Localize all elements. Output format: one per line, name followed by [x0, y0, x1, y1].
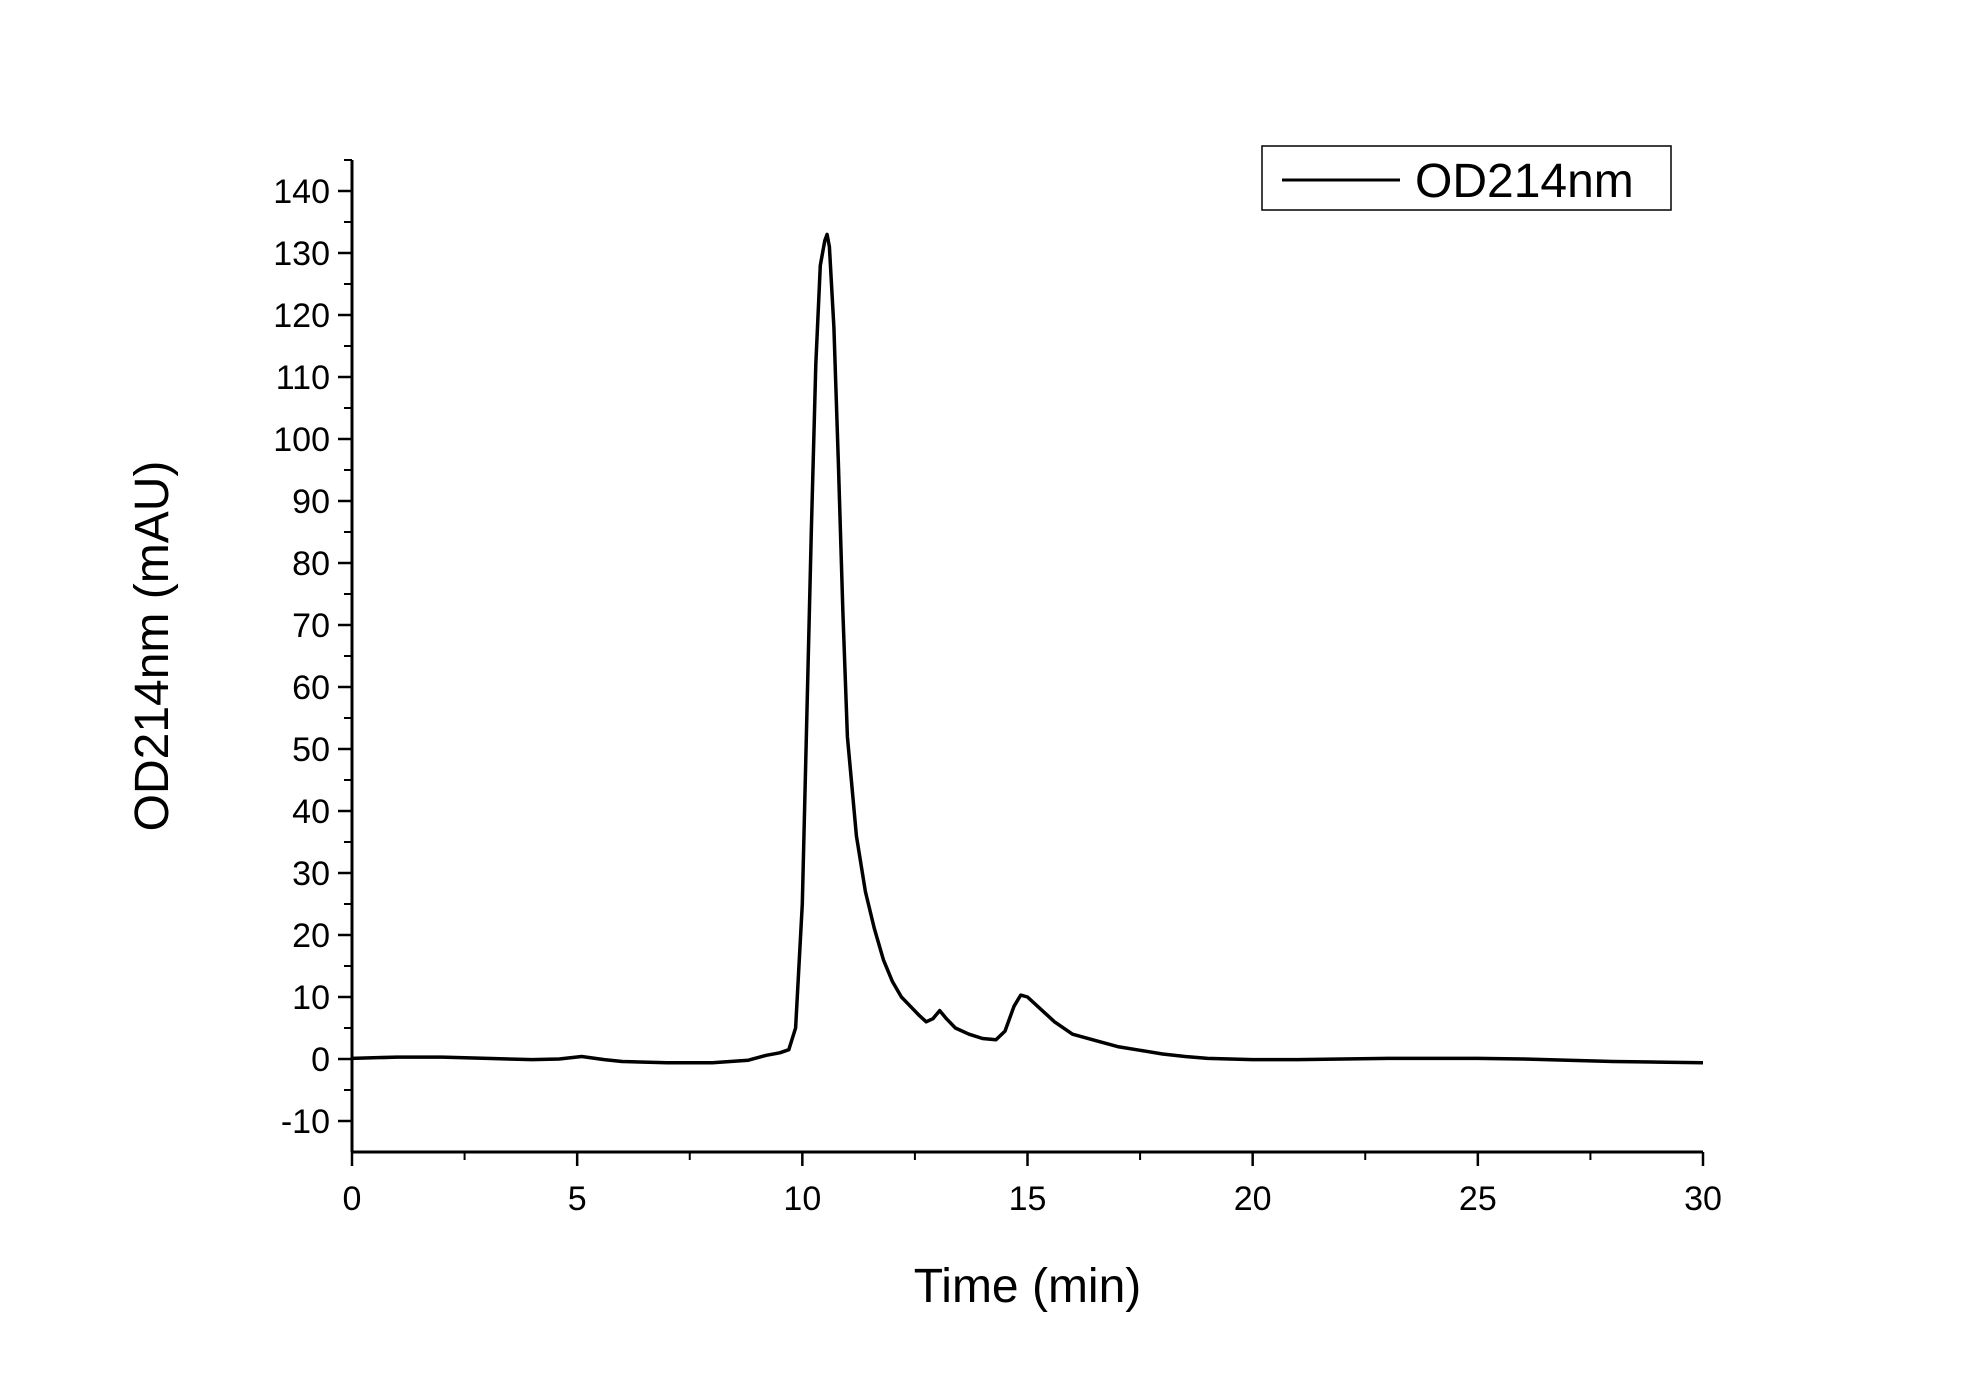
y-tick-label: 120: [273, 297, 330, 335]
y-tick-label: -10: [281, 1103, 330, 1141]
x-tick-label: 10: [783, 1180, 821, 1218]
y-tick-label: 60: [292, 669, 330, 707]
x-tick-label: 5: [568, 1180, 587, 1218]
x-tick-label: 15: [1009, 1180, 1047, 1218]
legend-box: [1261, 145, 1672, 211]
y-tick-label: 110: [276, 359, 330, 397]
series-layer: [351, 232, 1704, 1065]
y-tick-label: 40: [292, 793, 330, 831]
y-tick-label: 100: [273, 421, 330, 459]
plot-axes: [350, 160, 1703, 1154]
legend: OD214nm: [1261, 145, 1672, 211]
y-tick-label: 50: [292, 731, 330, 769]
y-tick-label: 0: [311, 1041, 330, 1079]
y-tick-label: 140: [273, 173, 330, 211]
y-tick-label: 30: [292, 855, 330, 893]
y-tick-label: 80: [292, 545, 330, 583]
x-tick-label: 25: [1459, 1180, 1497, 1218]
y-tick-label: 70: [292, 607, 330, 645]
x-axis-ticks: 0 5 10 15 20 25 30: [343, 1152, 1722, 1218]
y-tick-label: 20: [292, 917, 330, 955]
x-tick-label: 30: [1684, 1180, 1722, 1218]
y-axis-title: OD214nm (mAU): [126, 461, 179, 832]
legend-entry-label: OD214nm: [1415, 155, 1634, 208]
y-tick-label: 10: [292, 979, 330, 1017]
y-tick-label: 90: [292, 483, 330, 521]
x-tick-label: 20: [1234, 1180, 1272, 1218]
y-tick-label: 130: [273, 235, 330, 273]
series-line-od214nm: [351, 232, 1704, 1065]
x-tick-label: 0: [343, 1180, 362, 1218]
y-axis-ticks: -10 0 10 20 30 40 50 60 70 80 90 100 110 120 130 140: [273, 159, 352, 1141]
x-axis-title: Time (min): [914, 1260, 1142, 1313]
